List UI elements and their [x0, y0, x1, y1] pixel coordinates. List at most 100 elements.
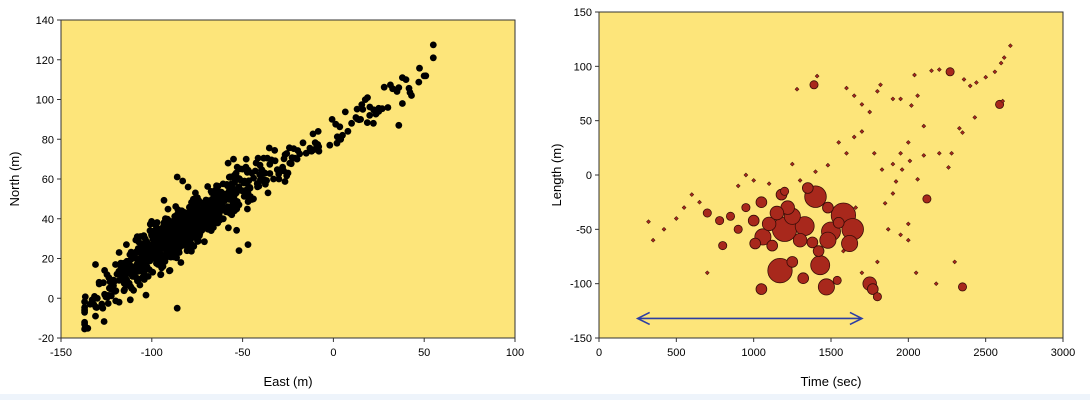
data-point	[133, 233, 141, 241]
data-point	[180, 235, 188, 243]
event-marker	[905, 221, 911, 227]
event-marker	[905, 140, 911, 145]
x-tick-label: -100	[141, 347, 163, 359]
event-bubble	[718, 241, 728, 251]
data-point	[357, 116, 364, 123]
data-point	[176, 230, 184, 238]
x-tick-label: 2000	[896, 347, 920, 359]
event-marker	[766, 181, 772, 187]
chart-east-north: -150 -100 -50 0 50 100 -20 0 20 40 60 80 100 120 140 Ea…	[7, 15, 524, 389]
event-marker	[898, 150, 903, 156]
event-marker	[885, 226, 891, 232]
data-point	[341, 108, 349, 116]
event-marker	[957, 125, 962, 131]
event-marker	[992, 69, 998, 75]
data-point	[207, 188, 215, 195]
event-bubble	[872, 292, 882, 302]
data-point	[358, 101, 366, 108]
data-point	[280, 155, 288, 163]
data-point	[179, 177, 187, 185]
event-bubble	[755, 196, 768, 209]
data-point	[153, 233, 160, 241]
y-tick-label: 100	[36, 95, 54, 107]
x-tick-label: -150	[50, 347, 72, 359]
event-marker	[913, 270, 919, 276]
event-marker	[1008, 43, 1013, 49]
event-marker	[878, 82, 883, 88]
data-point	[120, 287, 128, 295]
event-marker	[936, 67, 942, 72]
data-point	[135, 238, 143, 246]
event-marker	[921, 153, 927, 158]
y-tick-label: 50	[580, 116, 592, 128]
event-marker	[949, 150, 954, 156]
event-marker	[867, 109, 873, 115]
x-tick-label: 3000	[1051, 347, 1075, 359]
data-point	[101, 290, 108, 298]
event-bubble	[797, 272, 809, 285]
data-point	[226, 209, 234, 217]
data-point	[141, 259, 148, 266]
data-point	[166, 267, 174, 274]
data-point	[112, 261, 119, 268]
event-bubble	[922, 194, 932, 204]
event-marker	[960, 130, 965, 135]
data-point	[194, 228, 201, 235]
x-tick-label: -50	[235, 347, 251, 359]
event-marker	[933, 281, 939, 287]
data-point	[259, 177, 267, 185]
data-point	[108, 284, 116, 292]
data-point	[333, 139, 341, 147]
data-point	[366, 103, 374, 111]
data-point	[162, 245, 170, 253]
y-tick-label: 150	[574, 7, 592, 19]
data-point	[191, 222, 199, 229]
data-point	[353, 105, 361, 113]
event-marker	[689, 192, 695, 197]
data-point	[380, 83, 388, 91]
data-point	[253, 180, 261, 187]
event-bubble	[958, 282, 968, 292]
event-marker	[946, 165, 951, 170]
event-bubble	[832, 275, 842, 285]
event-bubble	[749, 237, 761, 250]
event-bubble	[769, 205, 785, 221]
data-point	[232, 186, 240, 194]
event-bubble	[817, 278, 835, 296]
event-marker	[751, 178, 757, 183]
data-point	[81, 298, 88, 306]
event-bubble	[822, 201, 834, 214]
data-point	[387, 81, 394, 89]
data-point	[230, 155, 237, 163]
data-point	[309, 130, 317, 138]
data-point	[226, 173, 234, 181]
data-point	[399, 100, 406, 107]
data-point	[142, 291, 150, 299]
data-point	[149, 268, 157, 276]
event-marker	[697, 199, 702, 205]
data-point	[384, 104, 392, 111]
data-point	[170, 253, 178, 261]
event-bubble	[702, 208, 712, 218]
event-bubble	[841, 234, 859, 252]
data-point	[153, 257, 161, 265]
event-marker	[967, 83, 973, 89]
data-point	[429, 41, 437, 49]
event-bubble	[766, 239, 778, 252]
data-point	[184, 183, 192, 191]
event-marker	[646, 219, 651, 225]
data-point	[148, 251, 156, 258]
event-marker	[936, 150, 942, 156]
left-points	[81, 41, 437, 333]
event-marker	[905, 237, 911, 243]
data-point	[221, 197, 228, 205]
data-point	[126, 251, 134, 258]
event-bubble	[819, 231, 837, 249]
y-tick-label: 80	[42, 134, 54, 146]
data-point	[344, 127, 352, 135]
data-point	[144, 246, 152, 254]
y-tick-label: 0	[586, 170, 592, 182]
x-axis-label: Time (sec)	[801, 374, 862, 389]
data-point	[264, 189, 272, 197]
y-tick-label: 100	[574, 61, 592, 73]
